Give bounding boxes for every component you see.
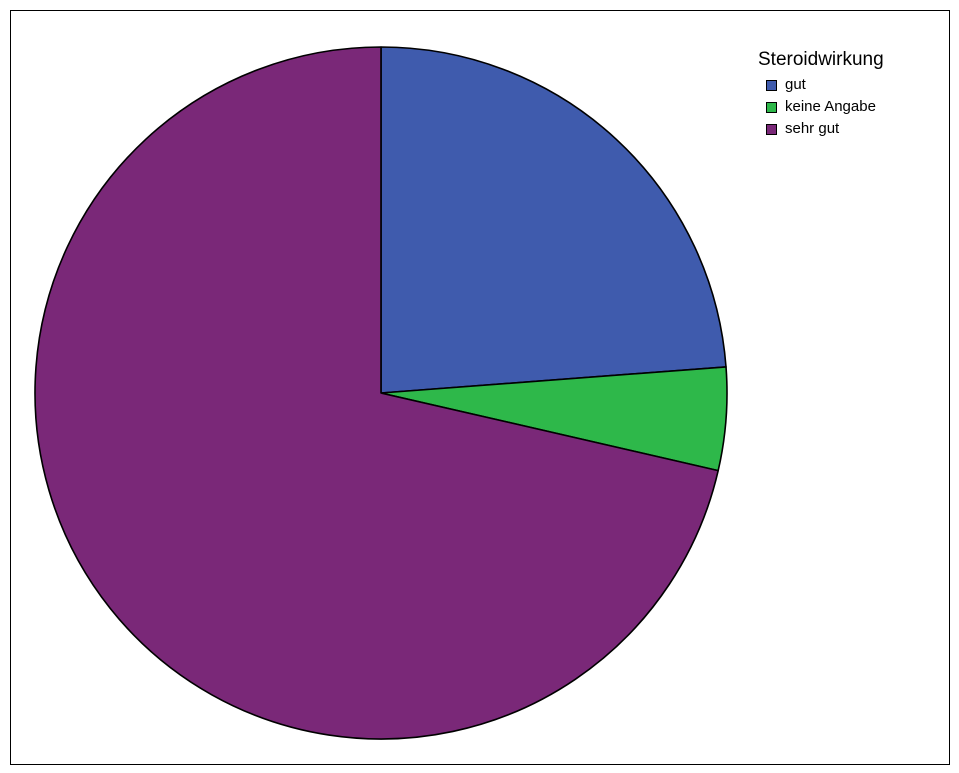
legend-item-keine-angabe: keine Angabe — [766, 96, 884, 118]
legend-swatch-keine-angabe — [766, 101, 777, 113]
legend: Steroidwirkung gut keine Angabe sehr gut — [756, 48, 884, 140]
legend-title: Steroidwirkung — [758, 49, 884, 70]
legend-item-sehr-gut: sehr gut — [766, 118, 884, 140]
legend-swatch-sehr-gut — [766, 123, 777, 135]
legend-label-sehr-gut: sehr gut — [785, 120, 840, 137]
legend-item-gut: gut — [766, 74, 884, 96]
pie-slice-sehr-gut — [34, 46, 719, 740]
legend-label-keine-angabe: keine Angabe — [785, 98, 876, 115]
legend-swatch-gut — [766, 79, 777, 91]
legend-label-gut: gut — [785, 76, 806, 93]
pie-slice-gut — [380, 46, 727, 394]
pie-slices — [34, 46, 728, 740]
